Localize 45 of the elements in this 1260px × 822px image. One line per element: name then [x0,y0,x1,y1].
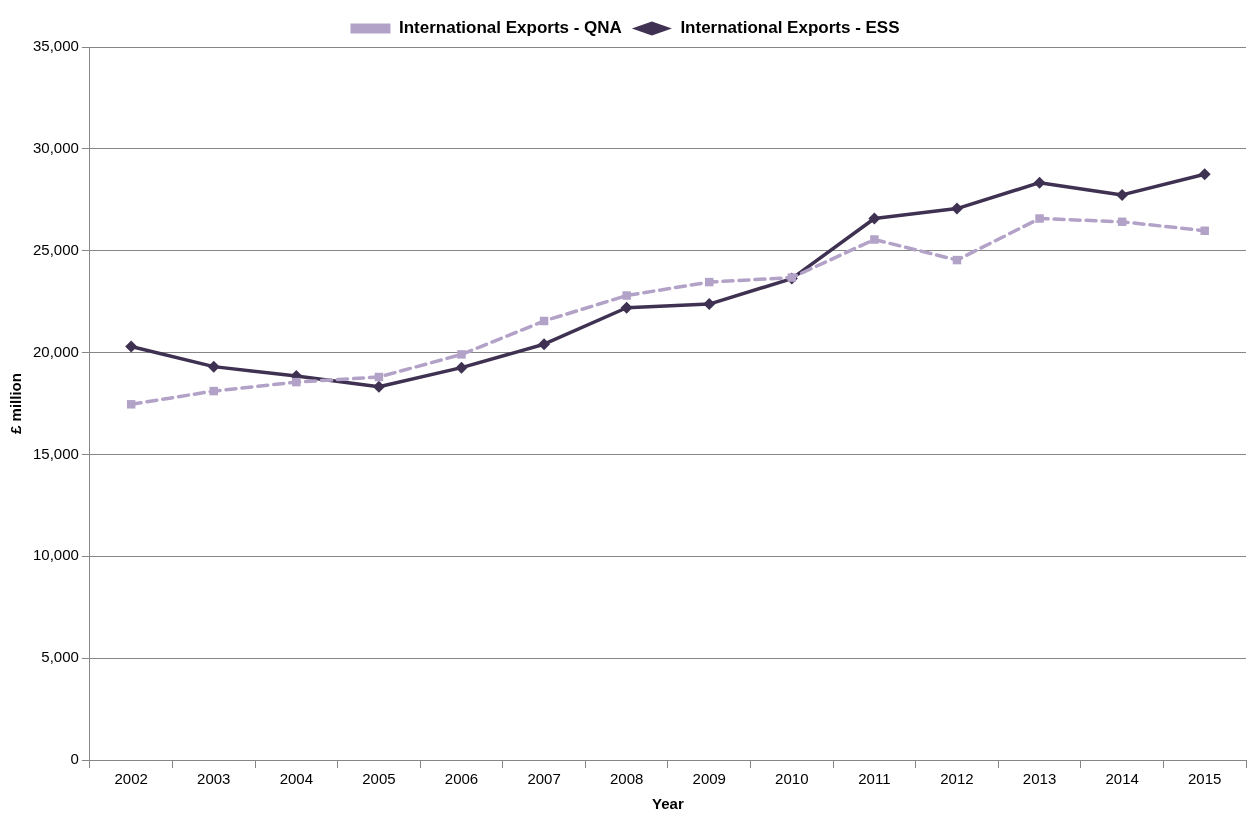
legend-label: International Exports - QNA [398,18,622,38]
y-tick-label: 20,000 [32,342,79,360]
point [1198,168,1211,181]
point [207,360,220,373]
x-tick-label: 2007 [527,770,561,788]
point [1200,226,1209,235]
point [455,361,468,374]
y-axis-title: £ million [7,373,25,434]
x-tick-label: 2013 [1022,770,1057,788]
point [125,340,138,353]
point [1033,176,1046,189]
x-tick-label: 2006 [444,770,479,788]
point [622,291,631,300]
point [292,377,301,387]
point [538,338,551,351]
point [703,298,716,311]
x-tick-label: 2003 [197,770,231,788]
point [1035,214,1044,223]
x-tick-label: 2015 [1188,770,1222,788]
legend-label: International Exports - ESS [680,18,900,38]
y-tick-label: 5,000 [41,648,79,666]
y-tick-label: 30,000 [32,139,79,156]
y-tick-label: 15,000 [32,444,79,462]
x-axis-title: Year [652,795,684,813]
x-tick-label: 2010 [775,770,809,788]
x-tick-label: 2002 [114,770,148,788]
point [620,301,633,314]
x-tick-label: 2004 [279,770,314,788]
point [126,400,136,409]
point [868,212,881,225]
x-tick-label: 2014 [1105,770,1139,788]
point [372,380,385,393]
point [870,235,879,244]
point [457,350,466,359]
x-tick-label: 2012 [940,770,974,788]
x-tick-label: 2011 [858,770,891,788]
x-tick-label: 2009 [692,770,726,788]
y-tick-label: 0 [70,750,79,768]
point [1116,188,1129,201]
y-tick-label: 10,000 [32,546,79,564]
y-tick-label: 25,000 [32,240,79,258]
x-tick-label: 2005 [362,770,396,788]
point [950,202,963,215]
x-tick-label: 2008 [609,770,644,788]
y-tick-label: 35,000 [32,37,79,55]
